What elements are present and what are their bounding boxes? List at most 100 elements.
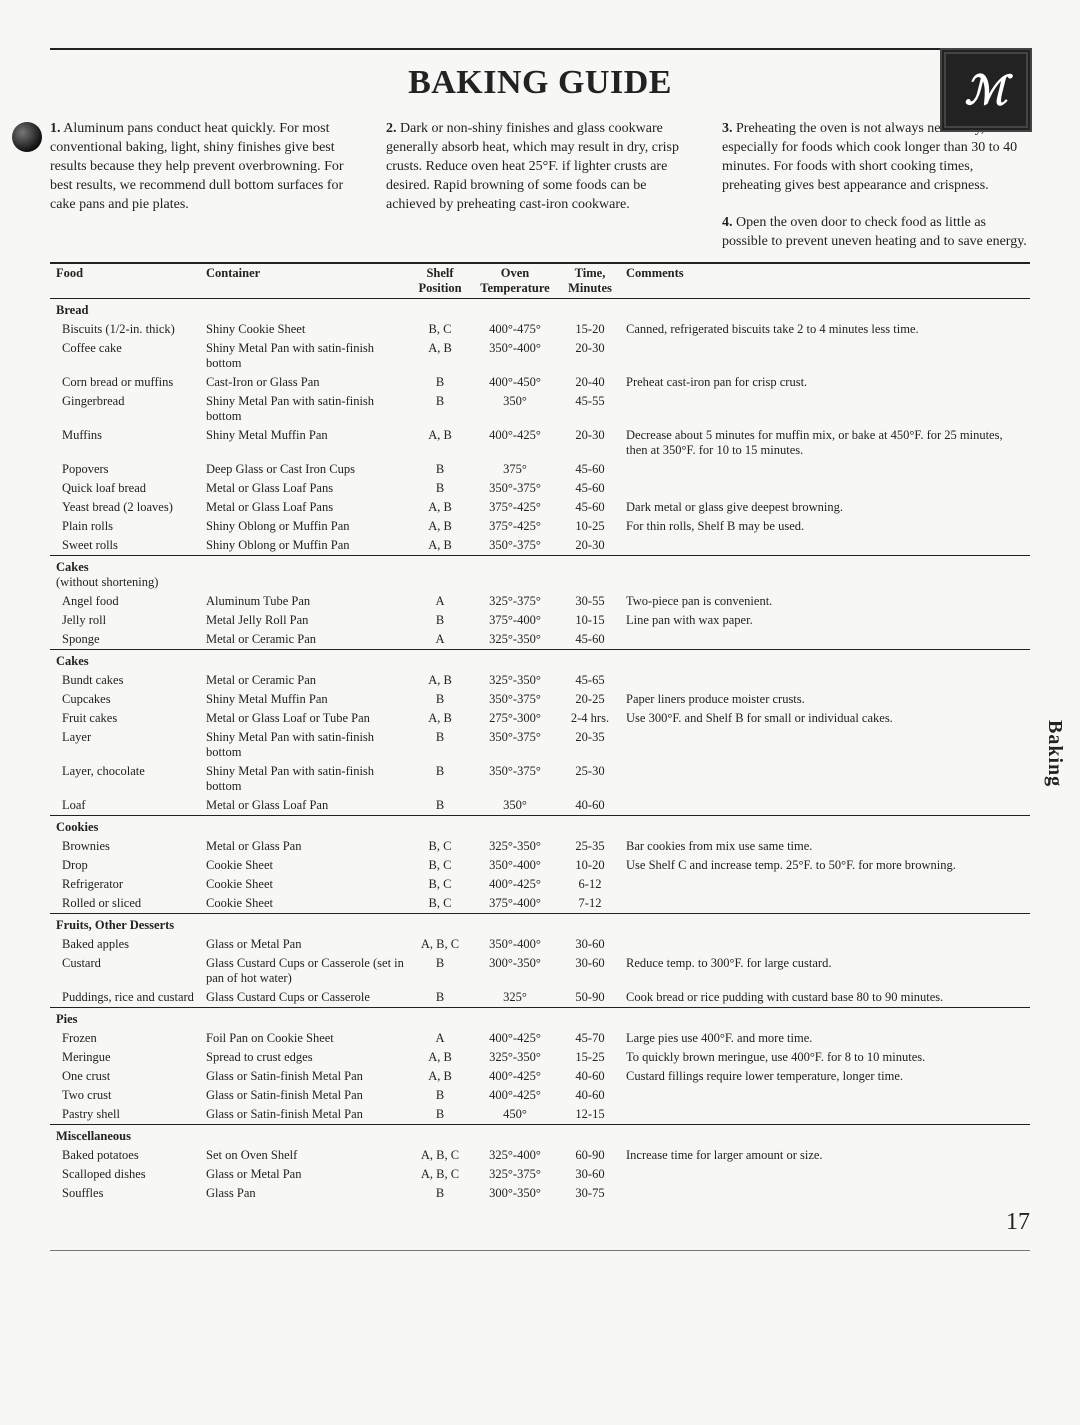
table-row: Jelly rollMetal Jelly Roll PanB375°-400°… (50, 611, 1030, 630)
comments-cell: Reduce temp. to 300°F. for large custard… (620, 954, 1030, 988)
table-row: DropCookie SheetB, C350°-400°10-20Use Sh… (50, 856, 1030, 875)
temp-cell: 350°-400° (470, 856, 560, 875)
food-cell: Muffins (50, 426, 200, 460)
time-cell: 40-60 (560, 796, 620, 816)
shelf-cell: A, B (410, 1067, 470, 1086)
container-cell: Shiny Metal Muffin Pan (200, 426, 410, 460)
shelf-cell: B (410, 762, 470, 796)
temp-cell: 400°-425° (470, 1086, 560, 1105)
shelf-cell: B (410, 988, 470, 1008)
container-cell: Shiny Oblong or Muffin Pan (200, 517, 410, 536)
shelf-cell: A, B (410, 426, 470, 460)
container-cell: Shiny Metal Muffin Pan (200, 690, 410, 709)
time-cell: 20-30 (560, 426, 620, 460)
container-cell: Metal or Glass Loaf Pan (200, 796, 410, 816)
food-cell: Corn bread or muffins (50, 373, 200, 392)
food-cell: Two crust (50, 1086, 200, 1105)
table-row: Baked applesGlass or Metal PanA, B, C350… (50, 935, 1030, 954)
temp-cell: 325°-400° (470, 1146, 560, 1165)
col-comments: Comments (620, 263, 1030, 299)
table-row: Sweet rollsShiny Oblong or Muffin PanA, … (50, 536, 1030, 556)
col-time: Time, Minutes (560, 263, 620, 299)
col-temp: Oven Temperature (470, 263, 560, 299)
table-row: LayerShiny Metal Pan with satin-finish b… (50, 728, 1030, 762)
food-cell: Cupcakes (50, 690, 200, 709)
food-cell: Loaf (50, 796, 200, 816)
comments-cell: Paper liners produce moister crusts. (620, 690, 1030, 709)
tips-row: 1. Aluminum pans conduct heat quickly. F… (50, 120, 1030, 252)
temp-cell: 350°-375° (470, 479, 560, 498)
comments-cell (620, 875, 1030, 894)
table-row: Plain rollsShiny Oblong or Muffin PanA, … (50, 517, 1030, 536)
table-row: Layer, chocolateShiny Metal Pan with sat… (50, 762, 1030, 796)
container-cell: Metal or Glass Loaf or Tube Pan (200, 709, 410, 728)
baking-table: Food Container Shelf Position Oven Tempe… (50, 262, 1030, 1203)
comments-cell (620, 1086, 1030, 1105)
time-cell: 60-90 (560, 1146, 620, 1165)
shelf-cell: B (410, 1086, 470, 1105)
tip-3: 3. Preheating the oven is not always nec… (722, 120, 1030, 252)
food-cell: Meringue (50, 1048, 200, 1067)
shelf-cell: A, B (410, 671, 470, 690)
food-cell: Brownies (50, 837, 200, 856)
category: Cakes (50, 650, 200, 672)
category: Fruits, Other Desserts (50, 914, 200, 936)
food-cell: Layer, chocolate (50, 762, 200, 796)
table-row: One crustGlass or Satin-finish Metal Pan… (50, 1067, 1030, 1086)
shelf-cell: B, C (410, 875, 470, 894)
temp-cell: 350°-400° (470, 935, 560, 954)
temp-cell: 350°-375° (470, 762, 560, 796)
shelf-cell: A, B, C (410, 935, 470, 954)
food-cell: Fruit cakes (50, 709, 200, 728)
food-cell: Baked potatoes (50, 1146, 200, 1165)
page-number: 17 (50, 1209, 1030, 1236)
comments-cell: To quickly brown meringue, use 400°F. fo… (620, 1048, 1030, 1067)
food-cell: Plain rolls (50, 517, 200, 536)
food-cell: Pastry shell (50, 1105, 200, 1125)
table-row: Rolled or slicedCookie SheetB, C375°-400… (50, 894, 1030, 914)
table-row: Quick loaf breadMetal or Glass Loaf Pans… (50, 479, 1030, 498)
comments-cell (620, 671, 1030, 690)
temp-cell: 325°-350° (470, 837, 560, 856)
category: Pies (50, 1008, 200, 1030)
container-cell: Shiny Cookie Sheet (200, 320, 410, 339)
food-cell: Layer (50, 728, 200, 762)
comments-cell (620, 479, 1030, 498)
temp-cell: 375° (470, 460, 560, 479)
container-cell: Metal or Ceramic Pan (200, 671, 410, 690)
shelf-cell: B (410, 460, 470, 479)
table-row: Scalloped dishesGlass or Metal PanA, B, … (50, 1165, 1030, 1184)
col-food: Food (50, 263, 200, 299)
container-cell: Aluminum Tube Pan (200, 592, 410, 611)
comments-cell (620, 796, 1030, 816)
col-container: Container (200, 263, 410, 299)
comments-cell: Preheat cast-iron pan for crisp crust. (620, 373, 1030, 392)
time-cell: 7-12 (560, 894, 620, 914)
table-row: Fruit cakesMetal or Glass Loaf or Tube P… (50, 709, 1030, 728)
time-cell: 45-65 (560, 671, 620, 690)
temp-cell: 375°-400° (470, 894, 560, 914)
temp-cell: 350°-375° (470, 536, 560, 556)
time-cell: 45-60 (560, 460, 620, 479)
comments-cell (620, 762, 1030, 796)
temp-cell: 350°-375° (470, 728, 560, 762)
container-cell: Deep Glass or Cast Iron Cups (200, 460, 410, 479)
container-cell: Spread to crust edges (200, 1048, 410, 1067)
table-row: BrowniesMetal or Glass PanB, C325°-350°2… (50, 837, 1030, 856)
table-row: Baked potatoesSet on Oven ShelfA, B, C32… (50, 1146, 1030, 1165)
table-row: SpongeMetal or Ceramic PanA325°-350°45-6… (50, 630, 1030, 650)
comments-cell (620, 460, 1030, 479)
container-cell: Glass Custard Cups or Casserole (200, 988, 410, 1008)
comments-cell (620, 339, 1030, 373)
shelf-cell: A, B (410, 536, 470, 556)
food-cell: Angel food (50, 592, 200, 611)
time-cell: 12-15 (560, 1105, 620, 1125)
table-row: GingerbreadShiny Metal Pan with satin-fi… (50, 392, 1030, 426)
food-cell: Frozen (50, 1029, 200, 1048)
temp-cell: 350°-375° (470, 690, 560, 709)
brand-logo: ℳ (940, 48, 1032, 132)
food-cell: Biscuits (1/2-in. thick) (50, 320, 200, 339)
table-row: Corn bread or muffinsCast-Iron or Glass … (50, 373, 1030, 392)
time-cell: 45-60 (560, 498, 620, 517)
food-cell: Puddings, rice and custard (50, 988, 200, 1008)
